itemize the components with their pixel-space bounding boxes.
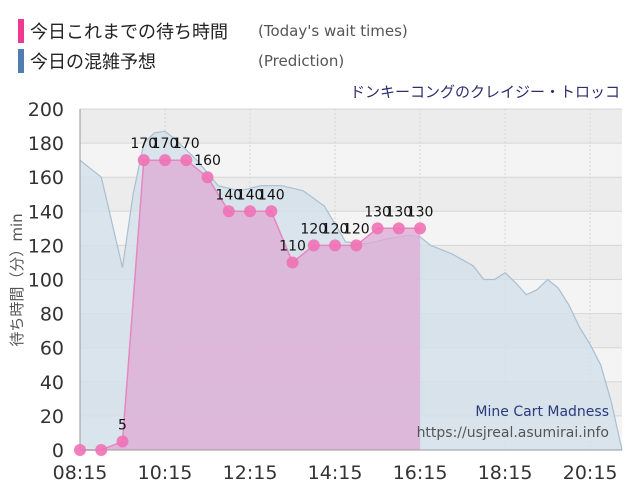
wait-point (137, 154, 150, 167)
wait-point (180, 154, 193, 167)
data-label: 140 (258, 187, 285, 203)
legend-swatch-prediction (18, 49, 24, 73)
wait-point (95, 444, 108, 456)
data-label: 170 (173, 136, 200, 152)
wait-point (116, 435, 129, 448)
legend-label-prediction: 今日の混雑予想 (30, 52, 156, 73)
legend-label-wait: 今日これまでの待ち時間 (30, 22, 228, 43)
legend-swatch-wait (18, 19, 24, 43)
data-label: 130 (407, 204, 434, 220)
y-tick-label: 0 (52, 440, 64, 462)
y-tick-label: 40 (40, 372, 64, 394)
watermark-title: Mine Cart Madness (475, 404, 609, 420)
data-label: 140 (237, 187, 264, 203)
y-tick-label: 100 (28, 270, 64, 292)
wait-point (371, 222, 384, 235)
wait-area (80, 160, 421, 450)
y-tick-label: 160 (28, 167, 64, 189)
y-tick-label: 60 (40, 338, 64, 360)
data-label: 170 (130, 136, 157, 152)
wait-point (286, 256, 299, 269)
wait-point (392, 222, 405, 235)
data-label: 130 (364, 204, 391, 220)
y-axis-label: 待ち時間（分）min (8, 213, 26, 346)
wait-point (414, 222, 427, 235)
wait-point (222, 205, 235, 218)
legend: 今日これまでの待ち時間 (Today's wait times) 今日の混雑予想… (0, 0, 640, 80)
legend-note-prediction: (Prediction) (258, 52, 345, 70)
attraction-name: ドンキーコングのクレイジー・トロッコ (350, 83, 620, 101)
x-tick-label: 12:15 (223, 462, 278, 484)
legend-note-wait: (Today's wait times) (258, 22, 408, 40)
y-tick-label: 80 (40, 304, 64, 326)
y-tick-label: 200 (28, 99, 64, 121)
data-label: 120 (322, 221, 349, 237)
x-tick-label: 08:15 (53, 462, 108, 484)
wait-point (329, 239, 342, 252)
data-label: 160 (194, 153, 221, 169)
x-tick-label: 20:15 (563, 462, 618, 484)
data-label: 120 (343, 221, 370, 237)
wait-point (201, 171, 214, 184)
wait-point (350, 239, 363, 252)
x-tick-label: 10:15 (138, 462, 193, 484)
y-tick-label: 180 (28, 133, 64, 155)
x-tick-label: 16:15 (393, 462, 448, 484)
wait-point (74, 444, 86, 456)
y-tick-label: 120 (28, 235, 64, 257)
watermark-url: https://usjreal.asumirai.info (417, 425, 609, 441)
x-tick-label: 18:15 (478, 462, 533, 484)
wait-point (244, 205, 257, 218)
x-tick-label: 14:15 (308, 462, 363, 484)
data-label: 140 (215, 187, 242, 203)
wait-point (307, 239, 320, 252)
data-label: 130 (385, 204, 412, 220)
legend-item-wait: 今日これまでの待ち時間 (Today's wait times) (18, 18, 408, 44)
data-label: 120 (300, 221, 327, 237)
y-tick-label: 140 (28, 201, 64, 223)
wait-point (265, 205, 278, 218)
y-tick-label: 20 (40, 406, 64, 428)
data-label: 110 (279, 238, 306, 254)
data-label: 5 (118, 417, 127, 433)
legend-item-prediction: 今日の混雑予想 (Prediction) (18, 48, 344, 74)
data-label: 170 (152, 136, 179, 152)
wait-point (159, 154, 172, 167)
